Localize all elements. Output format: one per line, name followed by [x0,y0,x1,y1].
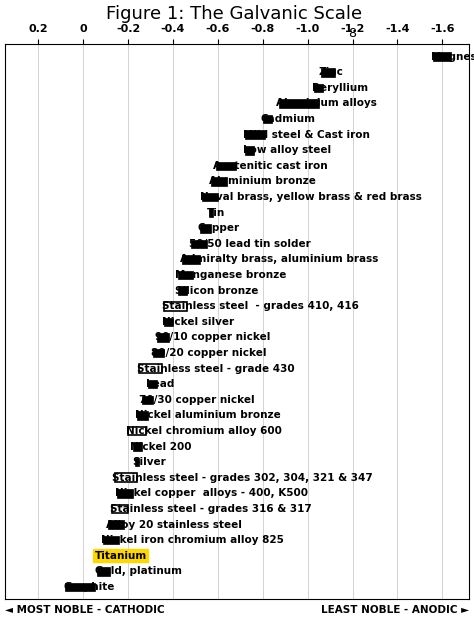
Text: Stainless steel - grade 430: Stainless steel - grade 430 [137,363,295,374]
Text: Gold, platinum: Gold, platinum [94,567,182,576]
Text: 8: 8 [348,27,356,40]
Bar [245,146,254,155]
Bar [139,364,162,373]
Text: Nickel 200: Nickel 200 [130,442,192,452]
Bar [164,302,186,310]
Text: Nickel aluminium bronze: Nickel aluminium bronze [135,410,281,420]
Bar [321,68,335,76]
Text: 70/30 copper nickel: 70/30 copper nickel [139,395,255,405]
Bar [128,427,146,435]
Text: Manganese bronze: Manganese bronze [175,270,287,280]
Bar [133,442,142,451]
Text: Graphite: Graphite [63,582,114,592]
Bar [433,52,451,61]
Bar [200,224,211,232]
Bar [164,317,173,326]
Text: Aluminium bronze: Aluminium bronze [209,177,316,186]
Bar [157,333,169,342]
Text: LEAST NOBLE - ANODIC ►: LEAST NOBLE - ANODIC ► [321,605,469,615]
Text: Tin: Tin [207,208,225,218]
Bar [245,131,265,139]
Text: Magnesium: Magnesium [431,52,474,62]
Text: Silicon bronze: Silicon bronze [175,286,259,295]
Bar [209,208,213,217]
Bar [108,521,124,529]
Text: Nickel iron chromium alloy 825: Nickel iron chromium alloy 825 [101,535,284,545]
Text: Stainless steel - grades 316 & 317: Stainless steel - grades 316 & 317 [110,504,312,514]
Bar [65,582,94,591]
Bar [191,240,207,248]
Bar [148,380,157,389]
Text: Silver: Silver [133,457,166,467]
Bar [263,115,272,123]
Text: Nickel silver: Nickel silver [162,317,234,327]
Text: Mild steel & Cast iron: Mild steel & Cast iron [243,129,370,139]
Bar [202,192,218,201]
Text: Titanium: Titanium [94,551,147,561]
Bar [216,162,236,170]
Text: 90/10 copper nickel: 90/10 copper nickel [155,333,271,343]
Text: Copper: Copper [198,223,240,233]
Text: Naval brass, yellow brass & red brass: Naval brass, yellow brass & red brass [200,192,422,202]
Text: Low alloy steel: Low alloy steel [243,145,331,155]
Text: Zinc: Zinc [319,68,344,77]
Bar [178,271,193,280]
Text: Cadmium: Cadmium [261,114,316,124]
Bar [97,551,117,560]
Text: Stainless steel - grades 302, 304, 321 & 347: Stainless steel - grades 302, 304, 321 &… [112,473,373,483]
Text: 50/50 lead tin solder: 50/50 lead tin solder [189,239,310,249]
Bar [279,99,319,108]
Text: Admiralty brass, aluminium brass: Admiralty brass, aluminium brass [180,254,378,264]
Bar [137,411,148,420]
Text: Nickel copper  alloys - 400, K500: Nickel copper alloys - 400, K500 [115,488,308,498]
Bar [103,536,119,545]
Bar [135,458,139,466]
Bar [178,286,186,295]
Bar [314,83,323,92]
Text: Alloy 20 stainless steel: Alloy 20 stainless steel [106,519,242,529]
Text: Aluminium alloys: Aluminium alloys [276,98,377,109]
Text: Beryllium: Beryllium [312,83,368,93]
Text: Austenitic cast iron: Austenitic cast iron [213,161,328,171]
Text: ◄ MOST NOBLE - CATHODIC: ◄ MOST NOBLE - CATHODIC [5,605,164,615]
Title: Figure 1: The Galvanic Scale : Figure 1: The Galvanic Scale [106,5,368,23]
Text: Stainless steel  - grades 410, 416: Stainless steel - grades 410, 416 [162,301,359,311]
Bar [211,177,227,186]
Bar [115,473,137,482]
Bar [117,489,133,498]
Text: Lead: Lead [146,379,174,389]
Text: Nickel chromium alloy 600: Nickel chromium alloy 600 [126,426,282,436]
Bar [153,349,164,357]
Bar [97,567,110,575]
Bar [112,505,128,513]
Bar [182,255,200,264]
Text: 80/20 copper nickel: 80/20 copper nickel [151,348,266,358]
Bar [142,396,153,404]
